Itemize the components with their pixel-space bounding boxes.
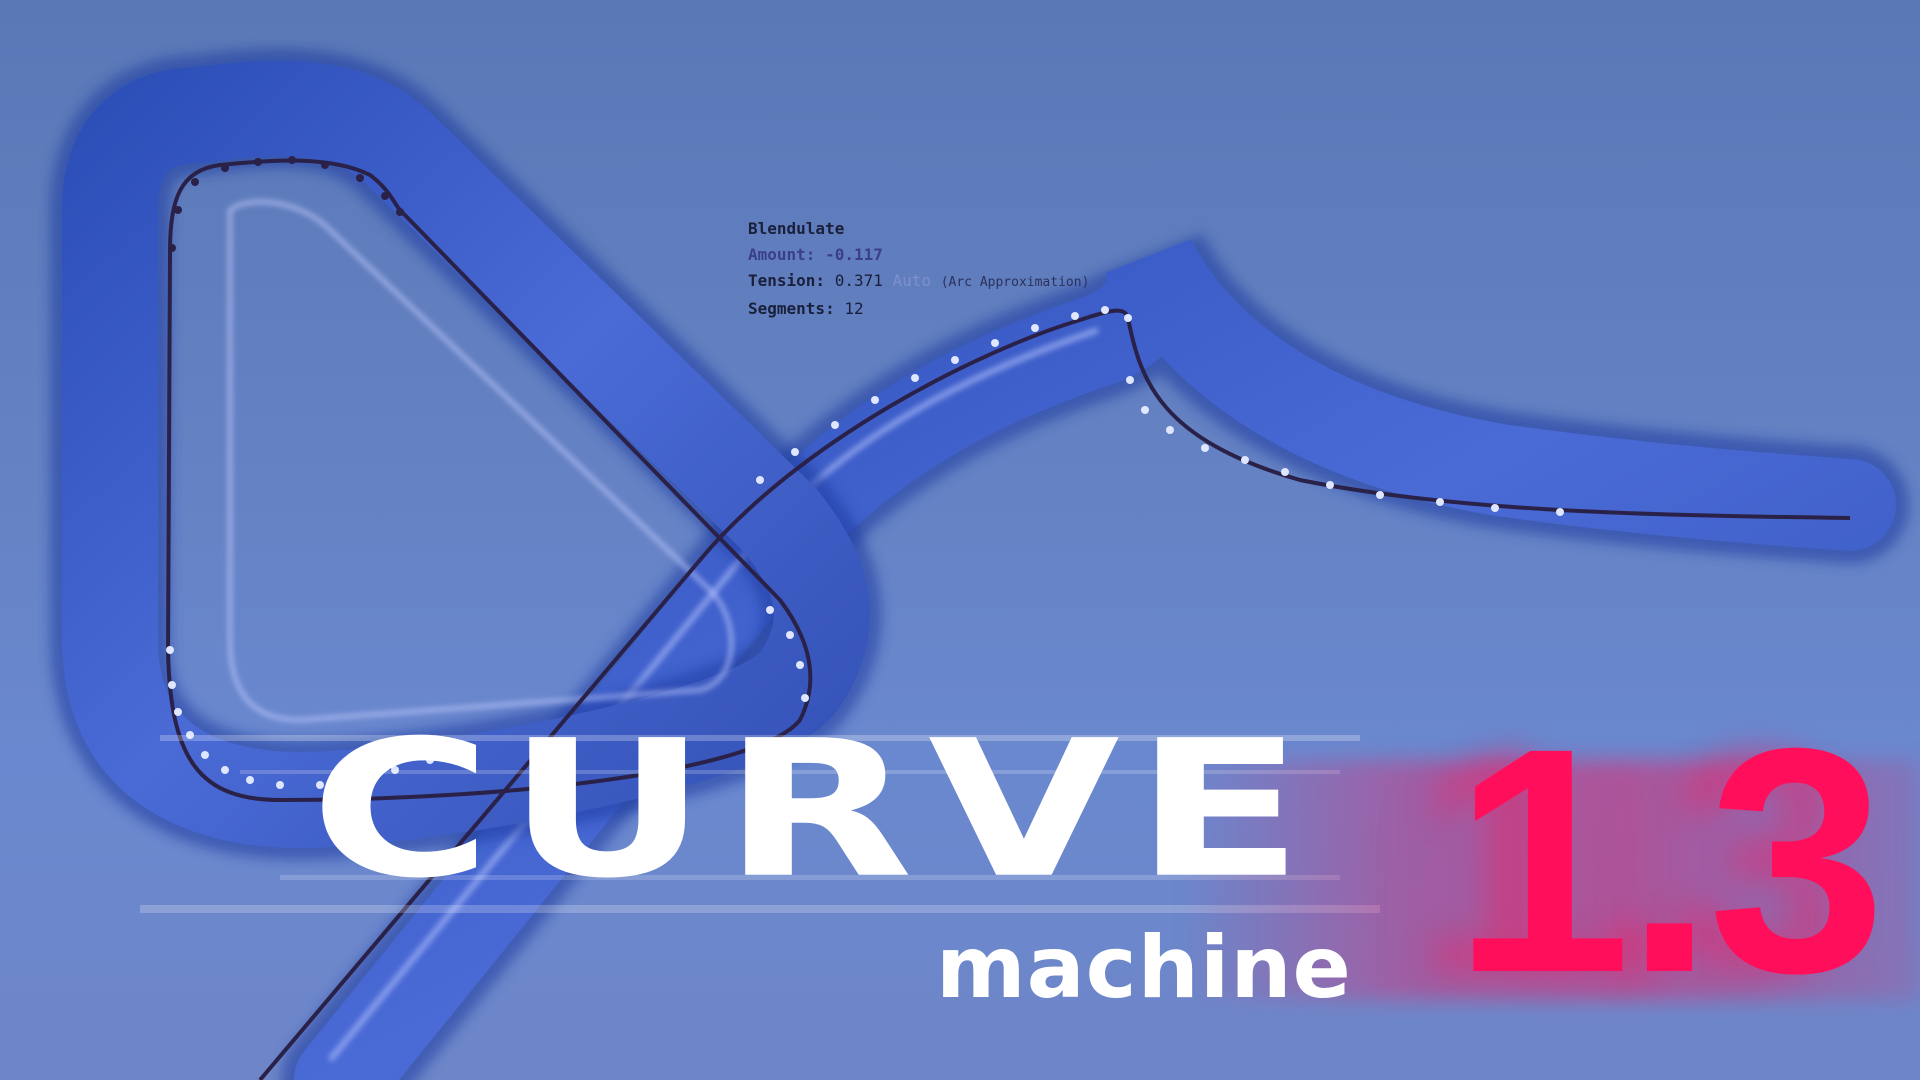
tension-row: Tension: 0.371 Auto (Arc Approximation) bbox=[748, 268, 1089, 296]
tension-label: Tension: bbox=[748, 271, 826, 290]
logo-subtitle: machine bbox=[936, 918, 1352, 1018]
tension-value: 0.371 bbox=[834, 271, 883, 290]
amount-label: Amount: bbox=[748, 245, 816, 264]
tension-mode: Auto bbox=[892, 271, 932, 290]
version-number: 1.3 bbox=[1453, 681, 1886, 1039]
segments-value: 12 bbox=[844, 299, 864, 318]
speed-streaks bbox=[140, 735, 1380, 913]
segments-label: Segments: bbox=[748, 299, 835, 318]
curve-points-top[interactable] bbox=[168, 156, 404, 252]
overlay-title: Blendulate bbox=[748, 219, 845, 238]
logo-wordmark: CURVE bbox=[310, 699, 1319, 920]
tube-shape bbox=[49, 48, 1909, 1080]
amount-row: Amount: -0.117 bbox=[748, 242, 1089, 268]
segments-row: Segments: 12 bbox=[748, 296, 1089, 322]
tension-note: (Arc Approximation) bbox=[940, 275, 1090, 290]
amount-value: -0.117 bbox=[825, 245, 883, 264]
version-block: 1.3 bbox=[1180, 700, 1920, 1020]
version-motion-blur bbox=[1180, 760, 1920, 1000]
curve-points[interactable] bbox=[166, 306, 1564, 789]
blendulate-overlay: Blendulate Amount: -0.117 Tension: 0.371… bbox=[748, 216, 1089, 322]
curve-line bbox=[165, 158, 1851, 1080]
